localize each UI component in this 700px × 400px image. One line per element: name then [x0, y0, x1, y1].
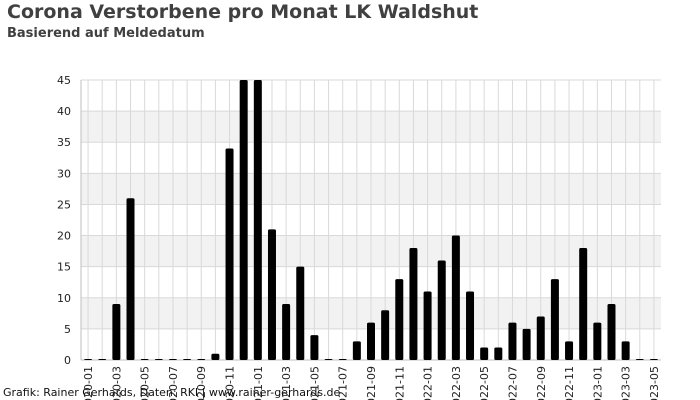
bar [98, 359, 107, 360]
bar [225, 148, 234, 360]
bar [466, 291, 475, 360]
x-tick-label: 2022-11 [563, 366, 576, 400]
x-tick-label: 2022-05 [478, 366, 491, 400]
y-tick-label: 5 [64, 323, 71, 336]
bar [607, 304, 616, 360]
x-tick-label: 2021-09 [365, 366, 378, 400]
x-tick-label: 2020-07 [167, 366, 180, 400]
x-tick-label: 2022-09 [535, 366, 548, 400]
bar [84, 359, 93, 360]
bar [635, 359, 644, 360]
bar [239, 80, 248, 360]
bar [126, 198, 135, 360]
bar [550, 279, 559, 360]
y-tick-label: 0 [64, 354, 71, 367]
bar [451, 235, 460, 360]
x-tick-label: 2021-03 [280, 366, 293, 400]
bar [494, 347, 503, 360]
bar [536, 316, 545, 360]
y-tick-label: 15 [57, 261, 71, 274]
x-tick-label: 2022-07 [506, 366, 519, 400]
bar [168, 359, 177, 360]
bar [437, 260, 446, 360]
x-tick-label: 2020-09 [195, 366, 208, 400]
y-tick-label: 35 [57, 136, 71, 149]
bar [253, 80, 262, 360]
bar [565, 341, 574, 360]
bar [480, 347, 489, 360]
x-tick-label: 2023-05 [648, 366, 661, 400]
y-tick-label: 25 [57, 198, 71, 211]
bar [649, 359, 658, 360]
x-tick-label: 2023-03 [620, 366, 633, 400]
y-tick-label: 45 [57, 74, 71, 87]
x-tick-label: 2021-01 [252, 366, 265, 400]
bar [409, 248, 418, 360]
y-tick-label: 40 [57, 105, 71, 118]
x-tick-label: 2020-01 [82, 366, 95, 400]
bar [381, 310, 390, 360]
bar [282, 304, 291, 360]
bar [197, 359, 206, 360]
chart-subtitle: Basierend auf Meldedatum [7, 26, 205, 41]
x-tick-label: 2021-07 [337, 366, 350, 400]
bar [296, 266, 305, 360]
y-tick-label: 10 [57, 292, 71, 305]
bar [183, 359, 192, 360]
x-tick-label: 2021-05 [308, 366, 321, 400]
bar [621, 341, 630, 360]
chart-title: Corona Verstorbene pro Monat LK Waldshut [7, 1, 479, 23]
bar [508, 322, 517, 360]
bar [140, 359, 149, 360]
bar [367, 322, 375, 360]
bar [593, 322, 602, 360]
bar [338, 359, 347, 360]
x-tick-label: 2022-01 [422, 366, 435, 400]
x-tick-label: 2020-05 [139, 366, 152, 400]
bar [395, 279, 404, 360]
bar [324, 359, 333, 360]
bar [310, 335, 319, 360]
bar [211, 353, 220, 360]
x-tick-label: 2021-11 [393, 366, 406, 400]
x-tick-label: 2020-11 [224, 366, 237, 400]
bar [352, 341, 361, 360]
bar [579, 248, 588, 360]
source-credit: Grafik: Rainer Gerhards, Daten: RKI | ww… [3, 386, 341, 399]
bar [112, 304, 121, 360]
bar [423, 291, 432, 360]
x-tick-label: 2023-01 [591, 366, 604, 400]
x-tick-label: 2022-03 [450, 366, 463, 400]
y-tick-label: 20 [57, 230, 71, 243]
bar [267, 229, 276, 360]
y-tick-label: 30 [57, 167, 71, 180]
bar [522, 328, 531, 360]
bar [154, 359, 163, 360]
x-tick-label: 2020-03 [110, 366, 123, 400]
